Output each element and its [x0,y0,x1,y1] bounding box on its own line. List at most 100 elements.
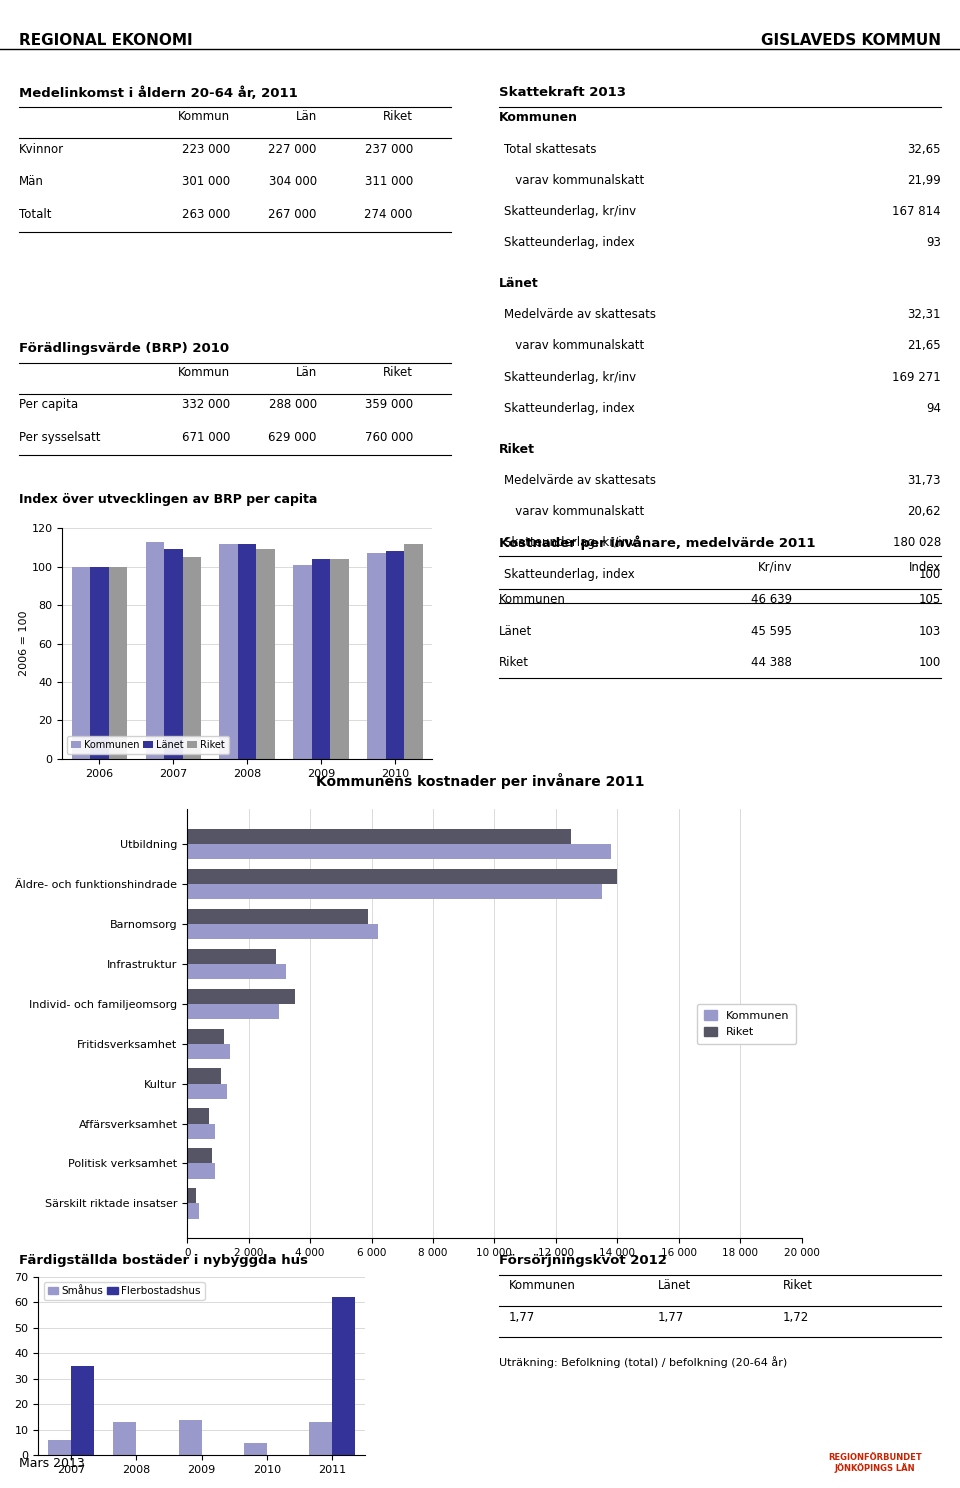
Text: Riket: Riket [383,110,413,122]
Text: Skatteunderlag, kr/inv: Skatteunderlag, kr/inv [504,205,636,219]
Text: Totalt: Totalt [19,208,52,222]
Bar [187,829,571,844]
Bar [187,1204,200,1219]
Text: 31,73: 31,73 [907,473,941,487]
Text: Skatteunderlag, index: Skatteunderlag, index [504,402,635,415]
Text: Kostnader per invånare, medelvärde 2011: Kostnader per invånare, medelvärde 2011 [499,536,816,551]
Bar [309,1423,332,1455]
Text: 20,62: 20,62 [907,504,941,518]
Bar [187,1189,197,1204]
Bar [187,1028,224,1043]
Text: 671 000: 671 000 [182,432,230,445]
Text: Total skattesats: Total skattesats [504,143,596,156]
Text: 45 595: 45 595 [751,625,792,638]
Text: Skatteunderlag, index: Skatteunderlag, index [504,567,635,580]
Text: 167 814: 167 814 [892,205,941,219]
Bar [187,964,285,979]
Bar [238,543,256,759]
Bar [368,554,386,759]
Text: 1,77: 1,77 [658,1311,684,1324]
Bar [179,1420,202,1455]
Bar [187,1109,208,1123]
Text: REGIONAL EKONOMI: REGIONAL EKONOMI [19,33,193,48]
Text: Medelinkomst i åldern 20-64 år, 2011: Medelinkomst i åldern 20-64 år, 2011 [19,86,298,100]
Bar [187,988,295,1004]
Text: Riket: Riket [499,442,536,455]
Text: Kommun: Kommun [179,110,230,122]
Text: Skatteunderlag, index: Skatteunderlag, index [504,237,635,250]
Text: 169 271: 169 271 [892,371,941,384]
Text: 46 639: 46 639 [751,594,792,607]
Text: 332 000: 332 000 [182,399,230,412]
Text: Län: Län [296,366,317,378]
Bar [386,551,404,759]
Text: Per sysselsatt: Per sysselsatt [19,432,101,445]
Y-axis label: 2006 = 100: 2006 = 100 [19,610,29,677]
Text: 311 000: 311 000 [365,176,413,189]
Text: Medelvärde av skattesats: Medelvärde av skattesats [504,308,656,321]
Text: 227 000: 227 000 [269,143,317,156]
Text: 223 000: 223 000 [182,143,230,156]
Text: 103: 103 [919,625,941,638]
Text: Länet: Länet [499,277,539,290]
Text: Skattekraft 2013: Skattekraft 2013 [499,86,626,100]
Text: 44 388: 44 388 [751,656,792,670]
Bar [187,1004,279,1019]
Text: Medelvärde av skattesats: Medelvärde av skattesats [504,473,656,487]
Text: GISLAVEDS KOMMUN: GISLAVEDS KOMMUN [760,33,941,48]
Text: Skatteunderlag, kr/inv: Skatteunderlag, kr/inv [504,536,636,549]
Text: Länet: Länet [499,625,533,638]
Text: Män: Män [19,176,44,189]
Text: 21,99: 21,99 [907,174,941,187]
Text: 359 000: 359 000 [365,399,413,412]
Bar [90,567,108,759]
Bar [48,1440,71,1455]
Bar [187,884,602,899]
Bar [146,542,164,759]
Bar [187,909,369,924]
Bar [187,1068,221,1083]
Bar [294,565,312,759]
Text: Länet: Länet [658,1280,691,1293]
Bar [182,557,201,759]
Text: 267 000: 267 000 [269,208,317,222]
Text: 32,31: 32,31 [907,308,941,321]
Bar [187,1149,212,1164]
Text: 94: 94 [925,402,941,415]
Text: 105: 105 [919,594,941,607]
Text: 237 000: 237 000 [365,143,413,156]
Text: Riket: Riket [782,1280,812,1293]
Text: 1,77: 1,77 [509,1311,535,1324]
Text: Mars 2013: Mars 2013 [19,1457,84,1470]
Bar [404,543,422,759]
Bar [187,1083,228,1098]
Text: 760 000: 760 000 [365,432,413,445]
Text: Kommunen: Kommunen [499,594,566,607]
Bar [187,1043,230,1059]
Text: 629 000: 629 000 [269,432,317,445]
Text: Färdigställda bostäder i nybyggda hus: Färdigställda bostäder i nybyggda hus [19,1254,308,1268]
Text: varav kommunalskatt: varav kommunalskatt [504,504,644,518]
Text: 100: 100 [919,656,941,670]
Bar [113,1423,136,1455]
Text: Index över utvecklingen av BRP per capita: Index över utvecklingen av BRP per capit… [19,493,318,506]
Text: varav kommunalskatt: varav kommunalskatt [504,339,644,353]
Text: Riket: Riket [499,656,529,670]
Bar [330,559,348,759]
Text: Kr/inv: Kr/inv [757,561,792,574]
Text: Kommunen: Kommunen [509,1280,576,1293]
Text: varav kommunalskatt: varav kommunalskatt [504,174,644,187]
Text: REGIONFÖRBUNDET
JÖNKÖPINGS LÄN: REGIONFÖRBUNDET JÖNKÖPINGS LÄN [828,1452,922,1473]
Bar [332,1298,355,1455]
Text: 1,72: 1,72 [782,1311,808,1324]
Bar [164,549,182,759]
Text: Skatteunderlag, kr/inv: Skatteunderlag, kr/inv [504,371,636,384]
Text: 301 000: 301 000 [182,176,230,189]
Bar [187,844,612,859]
Text: Riket: Riket [383,366,413,378]
Text: Kommunens kostnader per invånare 2011: Kommunens kostnader per invånare 2011 [316,772,644,789]
Text: 100: 100 [919,567,941,580]
Bar [220,543,238,759]
Text: Län: Län [296,110,317,122]
Bar [187,949,276,964]
